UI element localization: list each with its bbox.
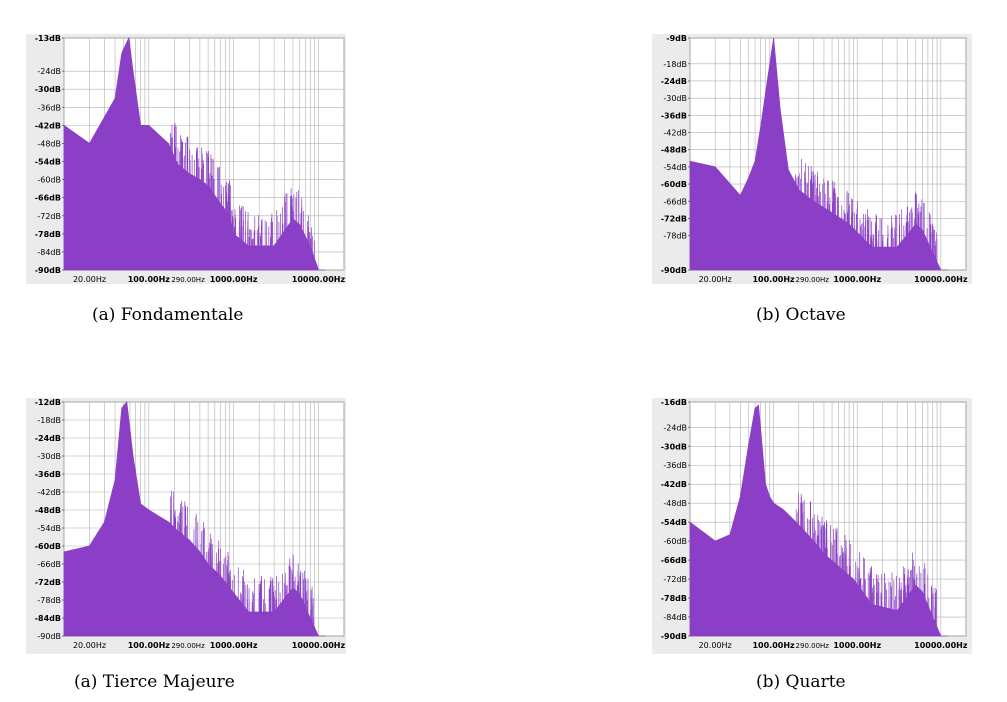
y-tick-label: -30dB <box>37 452 61 461</box>
x-tick-label: 100.00Hz <box>128 641 171 650</box>
y-tick-label: -78dB <box>35 230 61 239</box>
y-tick-label: -54dB <box>661 518 687 527</box>
y-tick-label: -72dB <box>663 575 687 584</box>
caption-fondamentale: (a) Fondamentale <box>92 305 244 325</box>
x-tick-label: 1000.00Hz <box>210 641 258 650</box>
x-tick-label: 10000.00Hz <box>914 641 968 650</box>
y-tick-label: -18dB <box>37 416 61 425</box>
x-tick-label: 100.00Hz <box>752 275 795 284</box>
spectrum-striations <box>795 492 937 626</box>
caption-octave: (b) Octave <box>756 305 846 325</box>
x-tick-label: 100.00Hz <box>128 275 171 284</box>
y-tick-label: -36dB <box>663 461 687 470</box>
y-tick-label: -60dB <box>663 537 687 546</box>
y-tick-label: -36dB <box>37 103 61 112</box>
y-tick-label: -42dB <box>37 488 61 497</box>
y-tick-label: -24dB <box>37 67 61 76</box>
y-tick-label: -30dB <box>661 442 687 451</box>
y-tick-label: -18dB <box>663 60 687 69</box>
y-tick-label: -90dB <box>37 632 61 641</box>
y-tick-label: -42dB <box>661 480 687 489</box>
y-tick-label: -66dB <box>35 194 61 203</box>
y-tick-label: -30dB <box>35 85 61 94</box>
caption-quarte: (b) Quarte <box>756 672 846 692</box>
y-tick-label: -42dB <box>35 121 61 130</box>
x-tick-label: 20.00Hz <box>699 275 732 284</box>
y-tick-label: -30dB <box>663 94 687 103</box>
y-tick-label: -12dB <box>35 398 61 407</box>
y-tick-label: -24dB <box>35 434 61 443</box>
x-tick-label: 290.00Hz <box>796 642 830 650</box>
x-tick-label: 10000.00Hz <box>292 275 346 284</box>
y-tick-label: -84dB <box>35 614 61 623</box>
spectrum-striations <box>795 158 938 262</box>
y-tick-label: -13dB <box>35 34 61 43</box>
y-tick-label: -24dB <box>663 423 687 432</box>
y-tick-label: -60dB <box>661 180 687 189</box>
y-tick-label: -72dB <box>37 212 61 221</box>
x-tick-label: 10000.00Hz <box>914 275 968 284</box>
x-tick-label: 290.00Hz <box>171 276 205 284</box>
x-tick-label: 290.00Hz <box>796 276 830 284</box>
y-tick-label: -42dB <box>663 129 687 138</box>
y-tick-label: -9dB <box>666 34 687 43</box>
y-tick-label: -66dB <box>661 556 687 565</box>
spectrum-striations <box>170 490 314 626</box>
y-tick-label: -24dB <box>661 77 687 86</box>
x-tick-label: 100.00Hz <box>752 641 795 650</box>
y-tick-label: -90dB <box>35 266 61 275</box>
x-tick-label: 10000.00Hz <box>292 641 346 650</box>
x-tick-label: 20.00Hz <box>73 275 106 284</box>
spectrum-area <box>689 37 948 271</box>
y-tick-label: -48dB <box>661 146 687 155</box>
x-tick-label: 1000.00Hz <box>833 641 881 650</box>
x-tick-label: 290.00Hz <box>171 642 205 650</box>
x-tick-label: 20.00Hz <box>73 641 106 650</box>
y-tick-label: -78dB <box>661 594 687 603</box>
y-tick-label: -36dB <box>35 470 61 479</box>
y-tick-label: -36dB <box>661 111 687 120</box>
y-tick-label: -66dB <box>663 197 687 206</box>
y-tick-label: -16dB <box>661 398 687 407</box>
x-tick-label: 1000.00Hz <box>210 275 258 284</box>
y-tick-label: -48dB <box>35 506 61 515</box>
y-tick-label: -90dB <box>661 266 687 275</box>
y-tick-label: -48dB <box>663 499 687 508</box>
y-tick-label: -90dB <box>661 632 687 641</box>
y-tick-label: -72dB <box>35 578 61 587</box>
x-tick-label: 20.00Hz <box>699 641 732 650</box>
y-tick-label: -72dB <box>661 214 687 223</box>
y-tick-label: -54dB <box>35 158 61 167</box>
spectrum-striations <box>170 123 315 258</box>
y-tick-label: -78dB <box>663 232 687 241</box>
y-tick-label: -54dB <box>37 524 61 533</box>
y-tick-label: -48dB <box>37 139 61 148</box>
caption-tierce-majeure: (a) Tierce Majeure <box>74 672 235 692</box>
x-tick-label: 1000.00Hz <box>833 275 881 284</box>
y-tick-label: -78dB <box>37 596 61 605</box>
y-tick-label: -66dB <box>37 560 61 569</box>
y-tick-label: -84dB <box>663 613 687 622</box>
y-tick-label: -84dB <box>37 248 61 257</box>
y-tick-label: -60dB <box>37 176 61 185</box>
y-tick-label: -54dB <box>663 163 687 172</box>
y-tick-label: -60dB <box>35 542 61 551</box>
